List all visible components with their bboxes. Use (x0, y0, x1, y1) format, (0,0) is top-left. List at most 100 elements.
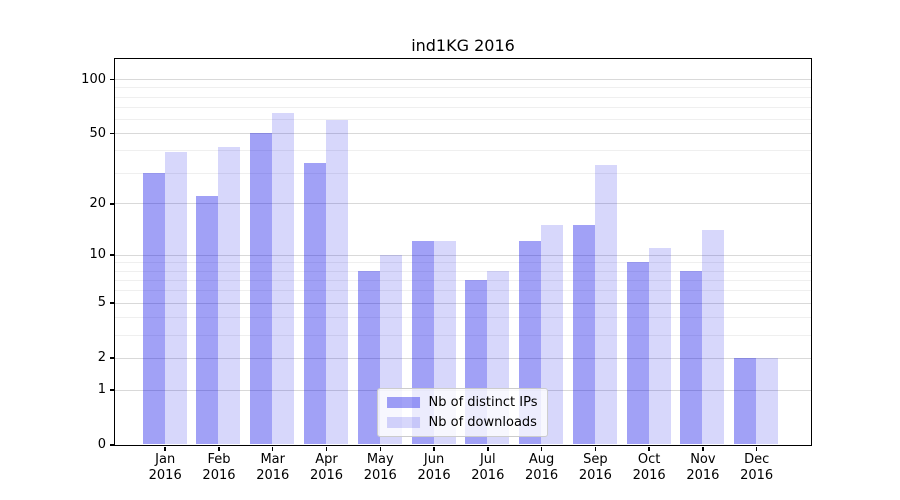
x-tick-month: Dec (744, 452, 770, 467)
major-gridline (114, 79, 811, 81)
major-gridline (114, 254, 811, 256)
x-tick-month: Jun (423, 452, 445, 467)
bar-downloads-nov (702, 230, 725, 445)
x-tick-label: Feb 2016 (189, 452, 249, 484)
bar-distinct-ips-nov (680, 270, 703, 445)
x-tick-label: Jun 2016 (404, 452, 464, 484)
legend-label-downloads: Nb of downloads (428, 414, 537, 430)
x-tick-mark (218, 446, 220, 451)
x-tick-label: Aug 2016 (512, 452, 572, 484)
y-tick-mark (109, 203, 114, 205)
x-tick-mark (271, 446, 274, 451)
x-tick-mark (164, 446, 166, 451)
x-tick-label: Nov 2016 (673, 452, 733, 484)
x-tick-label: Jan 2016 (135, 452, 195, 484)
legend-swatch-distinct-ips (386, 396, 420, 408)
y-tick-mark (109, 444, 114, 446)
y-tick-label: 1 (97, 382, 106, 398)
x-tick-mark (487, 446, 489, 451)
legend-entry-downloads: Nb of downloads (386, 414, 538, 430)
x-tick-mark (433, 446, 435, 451)
major-gridline (114, 203, 811, 205)
minor-gridline (114, 150, 811, 152)
x-tick-year: 2016 (740, 468, 774, 483)
y-tick-label: 2 (97, 350, 106, 366)
x-tick-label: Apr 2016 (297, 452, 357, 484)
x-tick-label: Sep 2016 (565, 452, 625, 484)
legend-swatch-downloads (386, 416, 420, 428)
x-tick-label: Oct 2016 (619, 452, 679, 484)
x-tick-year: 2016 (148, 468, 182, 483)
bar-distinct-ips-oct (626, 262, 649, 445)
bar-distinct-ips-may (357, 270, 380, 445)
x-tick-year: 2016 (471, 468, 505, 483)
minor-gridline (114, 262, 811, 264)
minor-gridline (114, 87, 811, 89)
minor-gridline (114, 96, 811, 98)
legend-label-distinct-ips: Nb of distinct IPs (428, 394, 538, 410)
x-tick-mark (540, 446, 543, 451)
plot-area: Nb of distinct IPs Nb of downloads (113, 57, 812, 446)
y-tick-label: 50 (89, 125, 106, 141)
legend-entry-distinct-ips: Nb of distinct IPs (386, 394, 538, 410)
minor-gridline (114, 317, 811, 319)
minor-gridline (114, 290, 811, 292)
chart-title: ind1KG 2016 (411, 36, 515, 55)
x-tick-year: 2016 (309, 468, 344, 483)
y-tick-label: 20 (89, 195, 106, 211)
x-tick-year: 2016 (578, 468, 612, 483)
legend: Nb of distinct IPs Nb of downloads (376, 387, 549, 437)
y-tick-mark (109, 254, 114, 256)
x-tick-year: 2016 (632, 468, 666, 483)
x-tick-month: Aug (528, 452, 555, 467)
x-tick-mark (379, 446, 382, 451)
x-tick-year: 2016 (686, 468, 720, 483)
minor-gridline (114, 172, 811, 174)
x-tick-label: May 2016 (350, 452, 410, 484)
y-tick-mark (109, 302, 114, 304)
x-tick-month: Nov (690, 452, 716, 467)
bar-downloads-mar (272, 112, 295, 445)
y-tick-label: 5 (97, 295, 106, 311)
x-tick-mark (755, 446, 758, 451)
x-tick-month: Jul (479, 452, 496, 467)
bar-downloads-oct (648, 247, 671, 445)
x-tick-month: May (366, 452, 394, 467)
y-tick-mark (109, 357, 114, 359)
minor-gridline (114, 119, 811, 121)
x-tick-year: 2016 (256, 468, 290, 483)
x-tick-label: Dec 2016 (727, 452, 787, 484)
y-tick-mark (109, 78, 114, 81)
x-tick-year: 2016 (202, 468, 236, 483)
x-tick-year: 2016 (417, 468, 451, 483)
x-tick-mark (648, 446, 650, 451)
y-tick-mark (109, 389, 114, 391)
x-tick-year: 2016 (363, 468, 397, 483)
x-tick-year: 2016 (525, 468, 559, 483)
bar-downloads-feb (218, 146, 241, 445)
bar-distinct-ips-dec (734, 357, 757, 445)
bar-downloads-jan (164, 152, 187, 445)
x-tick-mark (594, 446, 597, 451)
bar-downloads-apr (326, 120, 348, 445)
bar-downloads-dec (756, 357, 779, 445)
bar-distinct-ips-apr (304, 163, 326, 445)
x-tick-month: Oct (637, 452, 661, 467)
x-tick-month: Feb (207, 452, 231, 467)
bar-distinct-ips-mar (250, 133, 273, 445)
minor-gridline (114, 270, 811, 272)
y-tick-mark (109, 132, 114, 135)
x-tick-label: Mar 2016 (243, 452, 303, 484)
y-tick-label: 0 (97, 437, 106, 452)
minor-gridline (114, 106, 811, 108)
x-tick-month: Mar (260, 452, 285, 467)
x-tick-mark (325, 446, 328, 451)
major-gridline (114, 133, 811, 135)
bar-distinct-ips-feb (196, 196, 219, 445)
bar-distinct-ips-sep (572, 224, 595, 445)
bar-downloads-sep (594, 165, 617, 445)
x-tick-mark (702, 446, 704, 451)
x-tick-month: Apr (315, 452, 338, 467)
x-tick-label: Jul 2016 (458, 452, 518, 484)
